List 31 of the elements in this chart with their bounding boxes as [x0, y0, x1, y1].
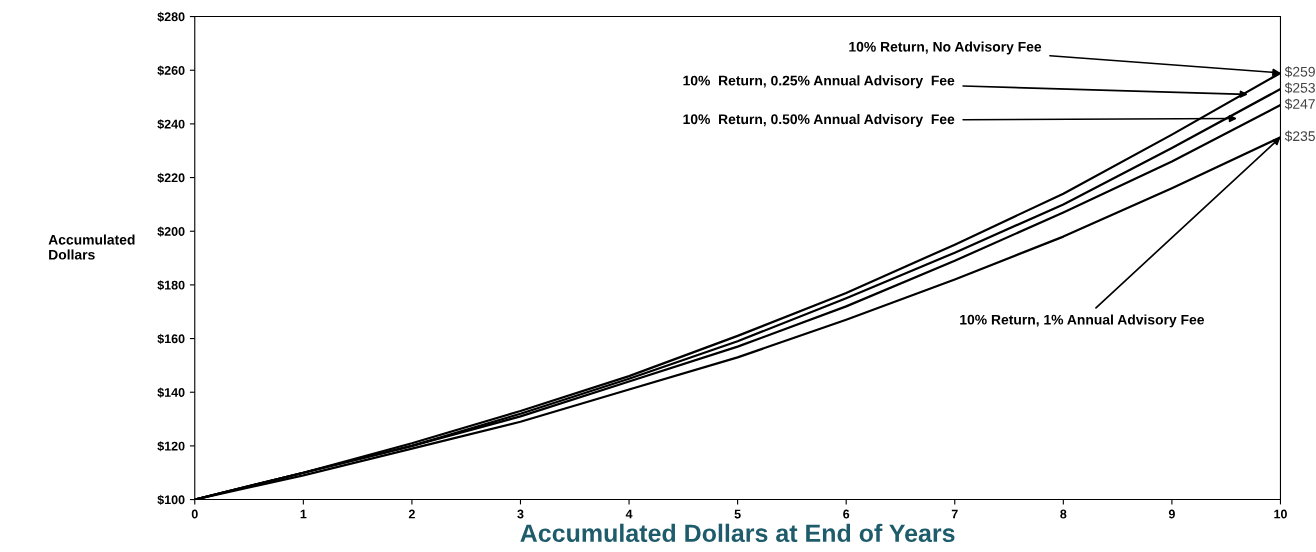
y-axis-title: Accumulated Dollars: [48, 234, 135, 260]
annotation: 10% Return, 0.25% Annual Advisory Fee: [683, 75, 955, 89]
x-tick-label: 2: [408, 509, 415, 519]
y-tick-label: $200: [157, 226, 185, 237]
data-label: $247: [1284, 98, 1315, 110]
x-tick-label: 9: [1168, 509, 1175, 519]
y-tick-label: $180: [157, 280, 185, 291]
data-label: $259: [1284, 66, 1315, 78]
annotation: 10% Return, 1% Annual Advisory Fee: [960, 314, 1205, 328]
y-tick-label: $140: [157, 387, 185, 398]
x-tick-label: 4: [625, 509, 633, 519]
x-tick-label: 8: [1060, 509, 1067, 519]
x-tick-label: 7: [951, 509, 958, 519]
y-tick-label: $220: [157, 172, 185, 184]
x-tick-label: 10: [1274, 509, 1287, 519]
y-tick-label: $240: [157, 119, 185, 130]
x-axis-title: Accumulated Dollars at End of Years: [520, 523, 955, 543]
data-label: $235: [1284, 130, 1315, 142]
x-tick-label: 0: [191, 509, 198, 519]
data-label: $253: [1284, 82, 1315, 94]
x-tick-label: 5: [734, 509, 741, 519]
annotation: 10% Return, No Advisory Fee: [849, 41, 1042, 55]
y-tick-label: $100: [157, 494, 185, 506]
x-tick-label: 6: [843, 509, 850, 519]
x-tick-label: 3: [517, 509, 524, 519]
y-tick-label: $160: [157, 333, 185, 345]
annotation: 10% Return, 0.50% Annual Advisory Fee: [683, 113, 955, 127]
y-tick-label: $280: [157, 11, 185, 23]
y-tick-label: $260: [157, 65, 185, 76]
x-tick-label: 1: [300, 509, 307, 519]
y-tick-label: $120: [157, 441, 185, 452]
